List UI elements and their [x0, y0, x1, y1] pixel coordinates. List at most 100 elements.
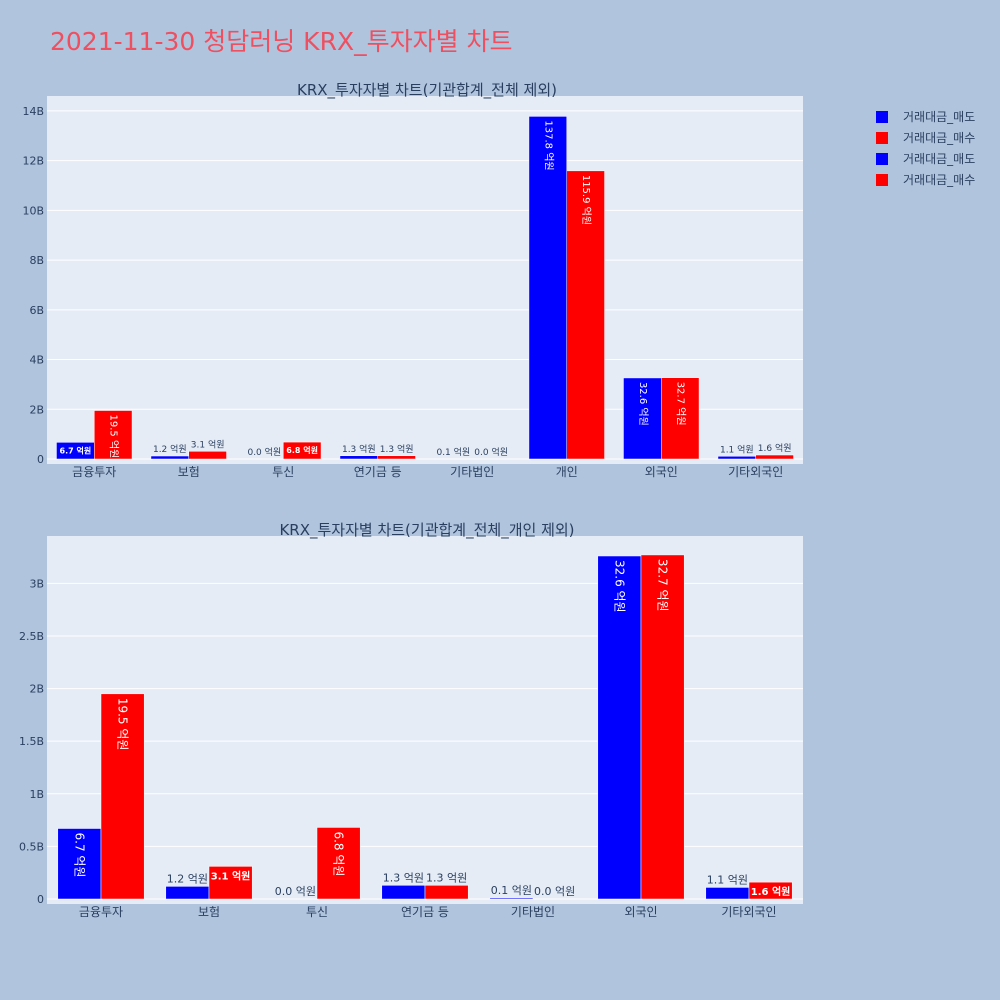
- legend-swatch: [876, 173, 888, 186]
- y-tick-label: 1.5B: [19, 735, 44, 748]
- legend-item[interactable]: 거래대금_매도: [876, 148, 975, 169]
- y-tick-label: 4B: [29, 354, 44, 367]
- data-label: 6.7 억원: [72, 833, 86, 878]
- data-label: 1.2 억원: [153, 443, 187, 455]
- bar[interactable]: [316, 827, 361, 900]
- y-tick-label: 10B: [22, 204, 44, 217]
- x-tick-label: 보험: [178, 465, 200, 479]
- data-label: 32.7 억원: [656, 559, 670, 612]
- x-tick-label: 기타외국인: [728, 465, 783, 479]
- data-label: 115.9 억원: [580, 175, 592, 225]
- x-tick-label: 금융투자: [72, 465, 116, 479]
- bar[interactable]: [597, 555, 642, 900]
- y-tick-label: 2B: [29, 403, 44, 416]
- x-tick-label: 보험: [198, 905, 220, 919]
- bar[interactable]: [717, 456, 757, 460]
- y-tick-label: 2B: [29, 683, 44, 696]
- x-tick-label: 금융투자: [79, 905, 123, 919]
- data-label: 6.8 억원: [286, 445, 318, 455]
- legend-item[interactable]: 거래대금_매수: [876, 169, 975, 190]
- bar[interactable]: [94, 410, 133, 460]
- bar[interactable]: [377, 455, 416, 460]
- chart-title: KRX_투자자별 차트(기관합계_전체 제외): [297, 81, 557, 100]
- data-label: 0.1 억원: [436, 446, 470, 458]
- chart-2: 0 0.5B 1B 1.5B 2B 2.5B 3B KRX_투자자별 차트(기관합계_전체_개…: [19, 521, 803, 919]
- bar[interactable]: [57, 828, 102, 900]
- data-label: 32.6 억원: [612, 560, 626, 613]
- bar[interactable]: [208, 866, 253, 900]
- data-label: 3.1 억원: [211, 869, 251, 882]
- y-tick-label: 0: [37, 453, 44, 466]
- data-label: 1.3 억원: [380, 443, 414, 455]
- legend-label: 거래대금_매도: [903, 152, 976, 166]
- data-label: 19.5 억원: [116, 698, 130, 751]
- x-tick-label: 연기금 등: [401, 905, 449, 919]
- bar[interactable]: [640, 554, 685, 900]
- y-tick-label: 0: [37, 893, 44, 906]
- x-tick-label: 외국인: [645, 465, 678, 479]
- bar[interactable]: [100, 693, 145, 900]
- x-tick-label: 투신: [306, 905, 328, 919]
- x-tick-label: 투신: [272, 465, 294, 479]
- bar[interactable]: [165, 886, 210, 900]
- data-label: 137.8 억원: [542, 120, 554, 170]
- data-label: 32.6 억원: [637, 382, 649, 426]
- bar[interactable]: [283, 441, 322, 460]
- data-label: 0.1 억원: [491, 884, 532, 897]
- bar[interactable]: [188, 451, 227, 460]
- bar[interactable]: [489, 897, 534, 900]
- bar[interactable]: [748, 881, 793, 900]
- bar[interactable]: [424, 885, 469, 900]
- bar[interactable]: [705, 887, 750, 900]
- data-label: 1.6 억원: [751, 885, 791, 898]
- data-label: 1.2 억원: [167, 872, 208, 885]
- x-tick-label: 기타외국인: [721, 905, 776, 919]
- data-label: 1.3 억원: [342, 443, 376, 455]
- chart-title: KRX_투자자별 차트(기관합계_전체_개인 제외): [279, 521, 574, 540]
- bar[interactable]: [381, 885, 426, 900]
- x-tick-label: 기타법인: [450, 465, 494, 479]
- data-label: 1.1 억원: [707, 873, 748, 886]
- plot-area: [47, 536, 803, 904]
- y-tick-label: 2.5B: [19, 630, 44, 643]
- data-label: 0.0 억원: [275, 885, 316, 898]
- data-label: 0.0 억원: [247, 446, 281, 458]
- legend-swatch: [876, 110, 888, 123]
- page-title: 2021-11-30 청담러닝 KRX_투자자별 차트: [50, 27, 513, 56]
- bar[interactable]: [755, 454, 794, 460]
- data-label: 32.7 억원: [675, 382, 687, 426]
- data-label: 3.1 억원: [191, 438, 225, 450]
- legend: 거래대금_매도 거래대금_매수 거래대금_매도 거래대금_매수: [876, 106, 975, 190]
- data-label: 6.8 억원: [332, 831, 346, 876]
- x-tick-label: 기타법인: [511, 905, 555, 919]
- bar[interactable]: [528, 116, 568, 460]
- data-label: 19.5 억원: [108, 415, 120, 459]
- data-label: 6.7 억원: [60, 445, 92, 455]
- chart-1: 0 2B 4B 6B 8B 10B 12B 14B KRX_투자자별 차트(기관합계_전체 제외…: [22, 81, 803, 479]
- legend-label: 거래대금_매수: [903, 173, 976, 187]
- data-label: 0.0 억원: [474, 446, 508, 458]
- data-label: 1.3 억원: [383, 871, 424, 884]
- y-tick-label: 0.5B: [19, 840, 44, 853]
- y-tick-label: 8B: [29, 254, 44, 267]
- data-label: 1.1 억원: [720, 443, 754, 455]
- bar[interactable]: [150, 455, 189, 460]
- bar[interactable]: [566, 170, 605, 460]
- legend-item[interactable]: 거래대금_매도: [876, 106, 975, 127]
- bar[interactable]: [661, 377, 700, 460]
- x-tick-label: 개인: [556, 465, 578, 479]
- bar[interactable]: [339, 455, 379, 460]
- y-tick-label: 12B: [22, 155, 44, 168]
- y-tick-label: 6B: [29, 304, 44, 317]
- data-label: 0.0 억원: [534, 885, 575, 898]
- legend-label: 거래대금_매도: [903, 110, 976, 124]
- x-tick-label: 외국인: [624, 905, 657, 919]
- y-tick-label: 14B: [22, 105, 44, 118]
- data-label: 1.6 억원: [758, 442, 792, 454]
- legend-swatch: [876, 131, 888, 144]
- legend-item[interactable]: 거래대금_매수: [876, 127, 975, 148]
- y-tick-label: 3B: [29, 577, 44, 590]
- y-tick-label: 1B: [29, 788, 44, 801]
- legend-label: 거래대금_매수: [903, 131, 976, 145]
